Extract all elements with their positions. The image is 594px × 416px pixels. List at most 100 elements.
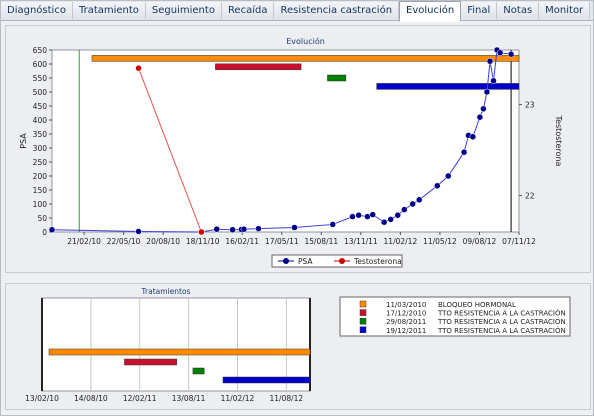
tratamientos-axis-tick-label: 11/02/12 bbox=[221, 394, 255, 403]
date-axis-tick-label: 18/11/10 bbox=[186, 237, 220, 246]
tab-tratamiento[interactable]: Tratamiento bbox=[72, 2, 146, 19]
tratamiento-bar bbox=[48, 348, 311, 356]
psa-data-point bbox=[401, 206, 408, 213]
psa-axis-tick-label: 250 bbox=[33, 158, 48, 167]
legend-swatch bbox=[359, 300, 367, 308]
evolucion-title: Evolución bbox=[286, 36, 325, 46]
tratamientos-legend bbox=[339, 296, 571, 337]
tab-diagnostico[interactable]: Diagnóstico bbox=[1, 2, 73, 19]
tab-resistencia-castracion[interactable]: Resistencia castración bbox=[274, 2, 400, 19]
psa-data-point bbox=[496, 49, 504, 57]
tratamientos-axis-tick-label: 11/08/12 bbox=[270, 394, 304, 403]
testosterona-axis-tick-label: 23 bbox=[525, 101, 535, 110]
psa-axis-tick-label: 350 bbox=[33, 130, 48, 139]
psa-data-point bbox=[48, 226, 56, 234]
psa-data-point bbox=[469, 133, 477, 141]
tratamiento-bar bbox=[124, 358, 178, 366]
evolucion-plot-area bbox=[51, 49, 520, 233]
tratamientos-panel: Tratamientos 13/02/10 14/08/10 12/02/11 13/0… bbox=[5, 283, 591, 410]
tab-bar: Diagnóstico Tratamiento Seguimiento Reca… bbox=[1, 1, 593, 22]
date-axis-tick-label: 21/02/10 bbox=[67, 237, 101, 246]
testosterona-axis-tick-label: 22 bbox=[525, 192, 535, 201]
psa-axis-tick-label: 600 bbox=[33, 60, 48, 69]
psa-data-point bbox=[229, 226, 236, 234]
legend-entry-date: 17/12/2010 bbox=[386, 310, 426, 318]
psa-data-point bbox=[460, 148, 468, 156]
legend-swatch-marker bbox=[339, 258, 345, 264]
tab-notas[interactable]: Notas bbox=[497, 2, 540, 19]
tratamientos-axis-tick-label: 13/02/10 bbox=[25, 394, 59, 403]
tratamiento-bar bbox=[222, 376, 311, 384]
psa-data-point bbox=[416, 196, 423, 204]
psa-axis-tick-label: 550 bbox=[33, 74, 48, 83]
date-axis-tick-label: 22/05/10 bbox=[107, 237, 141, 246]
legend-swatch-marker bbox=[283, 258, 289, 264]
tratamientos-chart: Tratamientos 13/02/10 14/08/10 12/02/11 13/0… bbox=[25, 287, 571, 403]
legend-entry-label: PSA bbox=[298, 257, 313, 266]
psa-data-point bbox=[135, 228, 142, 235]
psa-data-point bbox=[409, 200, 416, 208]
legend-swatch bbox=[359, 326, 367, 334]
tab-seguimiento[interactable]: Seguimiento bbox=[145, 2, 222, 19]
tab-recaida[interactable]: Recaída bbox=[221, 2, 275, 19]
treatment-bar bbox=[215, 63, 302, 71]
date-axis-tick-label: 13/11/11 bbox=[344, 237, 378, 246]
date-axis-tick-label: 15/08/11 bbox=[304, 237, 338, 246]
legend-entry-date: 19/12/2011 bbox=[386, 327, 426, 335]
tab-monitor[interactable]: Monitor bbox=[539, 2, 591, 19]
date-axis-tick-label: 09/08/12 bbox=[463, 237, 497, 246]
psa-data-point bbox=[480, 105, 487, 113]
testosterona-series-line bbox=[138, 68, 202, 233]
psa-data-point bbox=[434, 182, 441, 190]
treatment-bar bbox=[376, 83, 520, 90]
psa-axis-tick-label: 450 bbox=[33, 102, 48, 111]
tratamientos-axis-tick-label: 12/02/11 bbox=[123, 394, 157, 403]
legend-swatch bbox=[359, 317, 367, 325]
psa-axis-tick-label: 300 bbox=[33, 144, 48, 153]
psa-axis-tick-label: 150 bbox=[33, 186, 48, 195]
tab-final[interactable]: Final bbox=[461, 2, 498, 19]
psa-data-point bbox=[355, 211, 362, 219]
date-axis-tick-label: 16/02/11 bbox=[225, 237, 259, 246]
psa-axis-tick-label: 0 bbox=[42, 228, 47, 237]
psa-data-point bbox=[240, 225, 248, 233]
evolucion-chart: Evolución 0 50 100 150 200 250 300 350 400 450 500 5… bbox=[19, 36, 563, 268]
tratamientos-axis-tick-label: 14/08/10 bbox=[74, 394, 108, 403]
legend-entry-label: TTO RESISTENCIA A LA CASTRACIÓN bbox=[437, 309, 566, 318]
tratamiento-bar bbox=[192, 367, 205, 375]
psa-data-point bbox=[291, 224, 298, 231]
psa-axis-tick-label: 400 bbox=[33, 116, 48, 125]
psa-data-point bbox=[483, 88, 491, 96]
date-axis-tick-label: 20/08/10 bbox=[146, 237, 180, 246]
date-axis-tick-label: 17/05/11 bbox=[265, 237, 299, 246]
tratamientos-axis-tick-label: 13/08/11 bbox=[172, 394, 206, 403]
legend-entry-date: 29/08/2011 bbox=[386, 318, 426, 326]
psa-data-point bbox=[329, 221, 336, 228]
legend-entry-label: BLOQUEO HORMONAL bbox=[438, 301, 516, 309]
legend-entry-label: TTO RESISTENCIA A LA CASTRACIÓN bbox=[437, 317, 566, 326]
legend-entry-date: 11/03/2010 bbox=[386, 301, 426, 309]
tab-evolucion[interactable]: Evolución bbox=[399, 1, 462, 22]
evolucion-panel: Evolución 0 50 100 150 200 250 300 350 400 450 500 5… bbox=[5, 25, 591, 273]
tratamientos-title: Tratamientos bbox=[141, 287, 191, 296]
psa-data-point bbox=[445, 172, 452, 180]
psa-axis-tick-label: 200 bbox=[33, 172, 48, 181]
psa-data-point bbox=[394, 211, 401, 219]
psa-data-point bbox=[213, 225, 220, 233]
psa-axis-tick-label: 50 bbox=[37, 214, 47, 223]
psa-data-point bbox=[507, 50, 515, 58]
psa-data-point bbox=[349, 213, 356, 220]
psa-data-point bbox=[255, 225, 262, 232]
date-axis-tick-label: 11/02/12 bbox=[384, 237, 418, 246]
legend-entry-label: Testosterona bbox=[353, 257, 402, 266]
psa-data-point bbox=[387, 216, 394, 223]
treatment-bar bbox=[91, 55, 520, 62]
psa-data-point bbox=[486, 57, 494, 65]
psa-axis-tick-label: 650 bbox=[33, 46, 48, 55]
psa-axis-tick-label: 500 bbox=[33, 88, 48, 97]
date-axis-tick-label: 11/05/12 bbox=[423, 237, 457, 246]
psa-axis-label: PSA bbox=[19, 133, 28, 149]
psa-data-point bbox=[380, 218, 388, 226]
psa-axis-tick-label: 100 bbox=[33, 200, 48, 209]
